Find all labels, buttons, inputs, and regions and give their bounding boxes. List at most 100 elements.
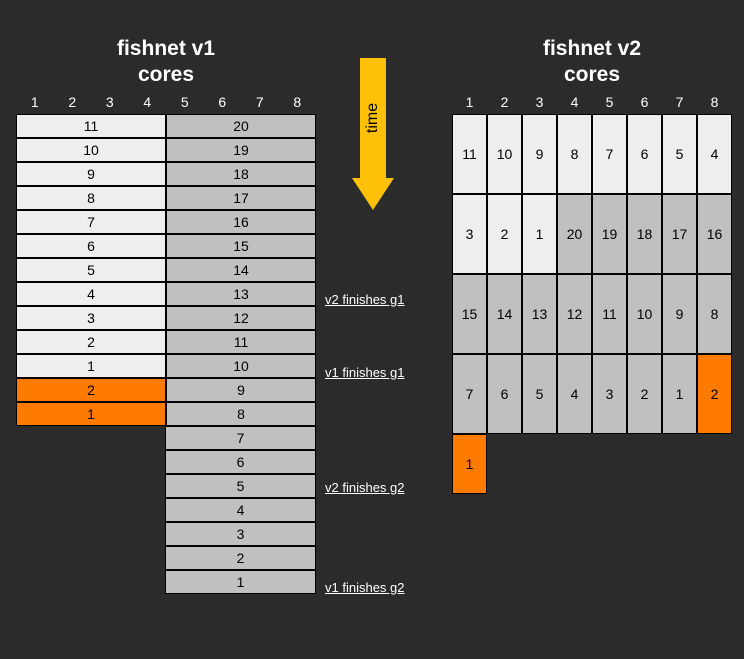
v1-cell-left: 9 bbox=[16, 162, 166, 186]
v1-cell-left: 3 bbox=[16, 306, 166, 330]
v2-core-num: 6 bbox=[627, 94, 662, 110]
v1-row: 716 bbox=[16, 210, 316, 234]
v2-row: 1110987654 bbox=[452, 114, 732, 194]
v2-cell: 7 bbox=[592, 114, 627, 194]
v1-cell-left: 6 bbox=[16, 234, 166, 258]
v1-row: 5 bbox=[16, 474, 316, 498]
v1-cell-right: 4 bbox=[165, 498, 316, 522]
v2-cell: 18 bbox=[627, 194, 662, 274]
v1-cell-left bbox=[16, 426, 165, 450]
v2-cell: 3 bbox=[592, 354, 627, 434]
v2-cell bbox=[662, 434, 697, 494]
v1-cell-left bbox=[16, 522, 165, 546]
arrow-head-icon bbox=[352, 178, 394, 210]
v1-cell-left bbox=[16, 498, 165, 522]
v1-cell-right: 9 bbox=[166, 378, 316, 402]
v2-cell: 13 bbox=[522, 274, 557, 354]
v2-cell: 15 bbox=[452, 274, 487, 354]
v1-core-num: 6 bbox=[204, 94, 242, 110]
v2-row: 1 bbox=[452, 434, 732, 494]
v1-cell-right: 16 bbox=[166, 210, 316, 234]
v1-cell-right: 1 bbox=[165, 570, 316, 594]
v2-title: fishnet v2 cores bbox=[452, 36, 732, 89]
v1-core-num: 8 bbox=[279, 94, 317, 110]
v1-cell-right: 3 bbox=[165, 522, 316, 546]
v1-cell-left: 1 bbox=[16, 354, 166, 378]
v2-cell: 8 bbox=[697, 274, 732, 354]
v2-cell: 5 bbox=[662, 114, 697, 194]
marker-v2-g2: v2 finishes g2 bbox=[325, 480, 405, 495]
arrow-shaft: time bbox=[360, 58, 386, 178]
v2-cell: 12 bbox=[557, 274, 592, 354]
v1-row: 413 bbox=[16, 282, 316, 306]
v2-cell bbox=[522, 434, 557, 494]
v1-cell-left: 4 bbox=[16, 282, 166, 306]
v1-grid: 1120101991881771661551441331221111029187… bbox=[16, 114, 316, 594]
v1-cell-left: 11 bbox=[16, 114, 166, 138]
v1-cell-right: 7 bbox=[165, 426, 316, 450]
v2-cell: 10 bbox=[627, 274, 662, 354]
v2-cell: 1 bbox=[452, 434, 487, 494]
v1-row: 1019 bbox=[16, 138, 316, 162]
v2-core-num: 2 bbox=[487, 94, 522, 110]
v1-cell-left: 7 bbox=[16, 210, 166, 234]
v1-cell-right: 11 bbox=[166, 330, 316, 354]
v1-row: 7 bbox=[16, 426, 316, 450]
v2-cell: 1 bbox=[662, 354, 697, 434]
v1-cell-right: 17 bbox=[166, 186, 316, 210]
v2-cell: 6 bbox=[487, 354, 522, 434]
v2-cell: 2 bbox=[627, 354, 662, 434]
v2-title-line2: cores bbox=[564, 63, 620, 86]
v2-cell: 8 bbox=[557, 114, 592, 194]
v2-core-num: 1 bbox=[452, 94, 487, 110]
v1-cell-left: 10 bbox=[16, 138, 166, 162]
v1-row: 6 bbox=[16, 450, 316, 474]
v2-core-num: 4 bbox=[557, 94, 592, 110]
v1-row: 312 bbox=[16, 306, 316, 330]
v1-title-line1: fishnet v1 bbox=[117, 37, 215, 60]
v2-cell: 20 bbox=[557, 194, 592, 274]
v1-cell-left: 5 bbox=[16, 258, 166, 282]
v1-cell-right: 20 bbox=[166, 114, 316, 138]
v2-cell: 4 bbox=[697, 114, 732, 194]
v1-cell-right: 13 bbox=[166, 282, 316, 306]
v1-row: 110 bbox=[16, 354, 316, 378]
v1-cell-right: 14 bbox=[166, 258, 316, 282]
v2-cell: 14 bbox=[487, 274, 522, 354]
v1-cell-right: 5 bbox=[165, 474, 316, 498]
v1-title-line2: cores bbox=[138, 63, 194, 86]
v2-cell bbox=[557, 434, 592, 494]
v1-cell-right: 6 bbox=[165, 450, 316, 474]
v1-row: 1 bbox=[16, 570, 316, 594]
marker-v1-g2: v1 finishes g2 bbox=[325, 580, 405, 595]
v1-cell-right: 18 bbox=[166, 162, 316, 186]
v2-cell: 10 bbox=[487, 114, 522, 194]
marker-v1-g1: v1 finishes g1 bbox=[325, 365, 405, 380]
v2-core-num: 3 bbox=[522, 94, 557, 110]
v1-row: 4 bbox=[16, 498, 316, 522]
v1-cell-left bbox=[16, 450, 165, 474]
v2-row: 76543212 bbox=[452, 354, 732, 434]
v1-cell-left bbox=[16, 474, 165, 498]
v1-row: 514 bbox=[16, 258, 316, 282]
v2-core-num: 5 bbox=[592, 94, 627, 110]
v2-cell bbox=[627, 434, 662, 494]
v2-row: 3212019181716 bbox=[452, 194, 732, 274]
v1-row: 211 bbox=[16, 330, 316, 354]
v1-cell-left bbox=[16, 546, 165, 570]
v2-cell bbox=[697, 434, 732, 494]
v1-cell-right: 8 bbox=[166, 402, 316, 426]
v2-cell: 11 bbox=[452, 114, 487, 194]
v1-core-num: 5 bbox=[166, 94, 204, 110]
v2-cell: 7 bbox=[452, 354, 487, 434]
marker-v2-g1: v2 finishes g1 bbox=[325, 292, 405, 307]
v1-cell-right: 2 bbox=[165, 546, 316, 570]
v2-row: 15141312111098 bbox=[452, 274, 732, 354]
v1-row: 918 bbox=[16, 162, 316, 186]
v2-cell: 4 bbox=[557, 354, 592, 434]
v1-cell-left: 8 bbox=[16, 186, 166, 210]
v2-core-num: 8 bbox=[697, 94, 732, 110]
v2-cell bbox=[487, 434, 522, 494]
v2-cell: 19 bbox=[592, 194, 627, 274]
time-arrow: time bbox=[352, 58, 394, 218]
